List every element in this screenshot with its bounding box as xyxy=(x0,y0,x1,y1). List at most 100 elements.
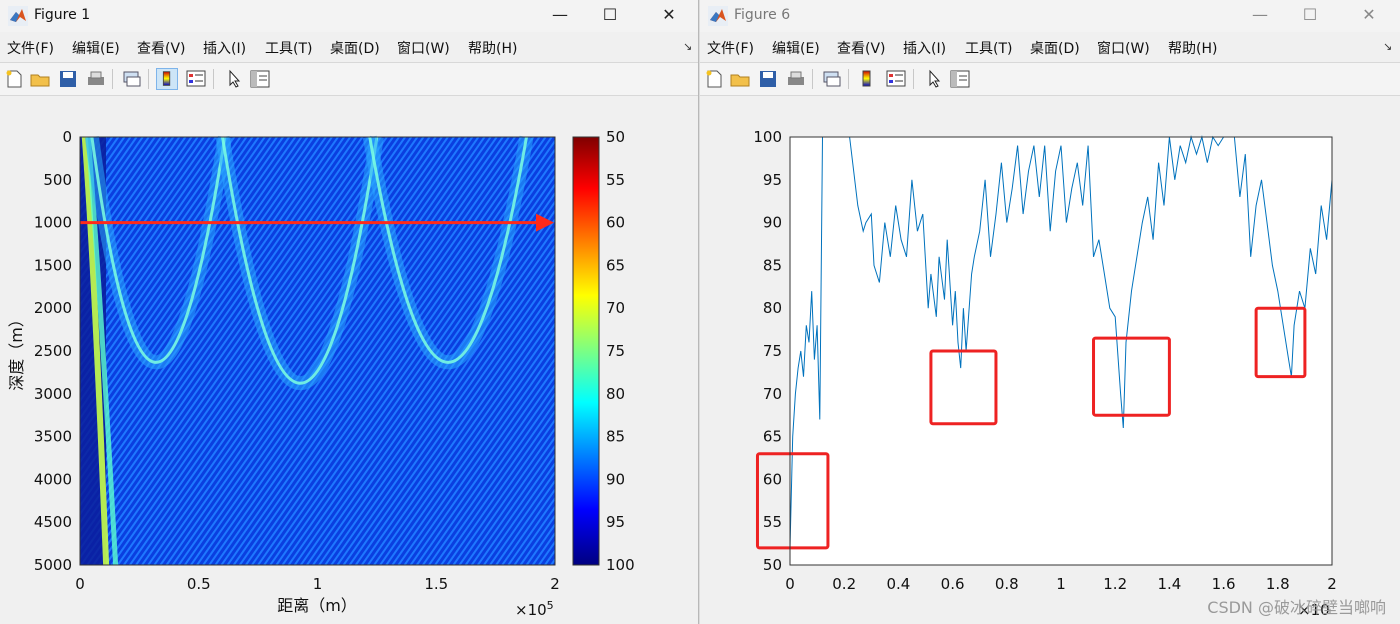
y-tick-label: 500 xyxy=(43,171,72,189)
colorbar-icon[interactable] xyxy=(156,68,178,90)
x-tick-label: 1 xyxy=(313,575,323,593)
menu-insert[interactable]: 插入(I) xyxy=(203,41,247,57)
new-figure-icon[interactable] xyxy=(3,68,25,90)
print-icon[interactable] xyxy=(785,68,807,90)
y-tick-label: 50 xyxy=(763,556,782,574)
x-tick-label: 1.8 xyxy=(1266,575,1290,593)
menu-tools[interactable]: 工具(T) xyxy=(265,41,313,57)
y-axis-label: 深度（m） xyxy=(7,311,26,391)
y-tick-label: 60 xyxy=(763,470,782,488)
menu-edit[interactable]: 编辑(E) xyxy=(772,41,820,57)
x-exponent: ×10 xyxy=(1298,601,1330,619)
y-tick-label: 1500 xyxy=(34,256,72,274)
y-tick-label: 90 xyxy=(763,214,782,232)
x-exponent-base: ×10 xyxy=(515,601,547,619)
open-icon[interactable] xyxy=(29,68,51,90)
save-icon[interactable] xyxy=(57,68,79,90)
x-axis-ticks: 0 0.5 1 1.5 2 xyxy=(75,575,560,593)
plot-area xyxy=(790,137,1332,565)
y-tick-label: 2000 xyxy=(34,299,72,317)
pointer-icon[interactable] xyxy=(923,68,945,90)
x-tick-label: 1.5 xyxy=(424,575,448,593)
menu-insert[interactable]: 插入(I) xyxy=(903,41,947,57)
menu-edit[interactable]: 编辑(E) xyxy=(72,41,120,57)
save-icon[interactable] xyxy=(757,68,779,90)
menu-window[interactable]: 窗口(W) xyxy=(397,41,450,57)
caustic-band xyxy=(81,136,110,566)
legend-icon[interactable] xyxy=(885,68,907,90)
menu-file[interactable]: 文件(F) xyxy=(707,41,754,57)
plot-frame xyxy=(79,136,556,566)
y-tick-label: 65 xyxy=(763,428,782,446)
minimize-button[interactable]: — xyxy=(1252,5,1268,24)
colorbar-tick-label: 90 xyxy=(606,470,625,488)
menu-view[interactable]: 查看(V) xyxy=(837,41,886,57)
x-tick-label: 1 xyxy=(1056,575,1066,593)
title-bar[interactable]: Figure 6 — ☐ ✕ xyxy=(700,0,1400,32)
x-tick-label: 1.4 xyxy=(1157,575,1181,593)
menu-desktop[interactable]: 桌面(D) xyxy=(330,41,380,57)
plot-area xyxy=(80,137,555,565)
x-tick-label: 0.2 xyxy=(832,575,856,593)
dock-arrow-icon[interactable]: ↘ xyxy=(683,40,693,53)
menu-desktop[interactable]: 桌面(D) xyxy=(1030,41,1080,57)
legend-icon[interactable] xyxy=(185,68,207,90)
x-axis-ticks: 0 0.2 0.4 0.6 0.8 1 1.2 1.4 1.6 1.8 2 xyxy=(785,575,1337,593)
x-tick-label: 0.4 xyxy=(886,575,910,593)
title-bar[interactable]: Figure 1 — ☐ ✕ xyxy=(0,0,698,32)
close-button[interactable]: ✕ xyxy=(662,5,676,24)
menu-window[interactable]: 窗口(W) xyxy=(1097,41,1150,57)
colorbar-icon[interactable] xyxy=(856,68,878,90)
minimize-button[interactable]: — xyxy=(552,5,568,24)
colorbar-tick-label: 75 xyxy=(606,342,625,360)
colorbar-tick-label: 100 xyxy=(606,556,635,574)
link-icon[interactable] xyxy=(821,68,843,90)
toolbar-separator xyxy=(848,69,849,89)
ray-arcs xyxy=(81,135,534,566)
x-tick-label: 0 xyxy=(785,575,795,593)
y-tick-label: 5000 xyxy=(34,556,72,574)
highlight-box xyxy=(1092,336,1171,417)
watermark: CSDN @破冰碎壁当啷响 xyxy=(1207,598,1386,617)
x-tick-label: 2 xyxy=(1327,575,1337,593)
toolbar-separator xyxy=(213,69,214,89)
menu-tools[interactable]: 工具(T) xyxy=(965,41,1013,57)
plot-frame xyxy=(789,136,1333,566)
pointer-icon[interactable] xyxy=(223,68,245,90)
new-figure-icon[interactable] xyxy=(703,68,725,90)
toolbar-separator xyxy=(112,69,113,89)
x-tick-label: 0.6 xyxy=(941,575,965,593)
window-title: Figure 6 xyxy=(734,7,791,23)
print-icon[interactable] xyxy=(85,68,107,90)
maximize-button[interactable]: ☐ xyxy=(602,5,618,24)
menu-file[interactable]: 文件(F) xyxy=(7,41,54,57)
y-tick-label: 3500 xyxy=(34,428,72,446)
close-button[interactable]: ✕ xyxy=(1362,5,1376,24)
ray-arc xyxy=(90,136,227,364)
property-editor-icon[interactable] xyxy=(949,68,971,90)
y-tick-label: 2500 xyxy=(34,342,72,360)
colorbar-tick-label: 50 xyxy=(606,128,625,146)
maximize-button[interactable]: ☐ xyxy=(1302,5,1318,24)
link-icon[interactable] xyxy=(121,68,143,90)
colorbar-ticks: 50 55 60 65 70 75 80 85 90 95 100 xyxy=(606,128,635,574)
open-icon[interactable] xyxy=(729,68,751,90)
y-tick-label: 75 xyxy=(763,342,782,360)
ray-arc xyxy=(221,136,379,385)
highlight-box xyxy=(929,349,998,426)
menu-help[interactable]: 帮助(H) xyxy=(1168,41,1218,57)
menu-bar: 文件(F) 编辑(E) 查看(V) 插入(I) 工具(T) 桌面(D) 窗口(W… xyxy=(700,36,1400,58)
toolbar xyxy=(700,62,1400,96)
x-tick-label: 2 xyxy=(550,575,560,593)
property-editor-icon[interactable] xyxy=(249,68,271,90)
y-tick-label: 0 xyxy=(62,128,72,146)
toolbar-separator xyxy=(913,69,914,89)
menu-help[interactable]: 帮助(H) xyxy=(468,41,518,57)
colorbar-tick-label: 85 xyxy=(606,428,625,446)
y-tick-label: 70 xyxy=(763,385,782,403)
heatmap-figure: 0 0.5 1 1.5 2 0 500 1000 1500 2000 2500 3000 3500 40… xyxy=(7,128,635,619)
colorbar-tick-label: 60 xyxy=(606,214,625,232)
colorbar xyxy=(572,136,600,566)
menu-view[interactable]: 查看(V) xyxy=(137,41,186,57)
dock-arrow-icon[interactable]: ↘ xyxy=(1383,40,1393,53)
